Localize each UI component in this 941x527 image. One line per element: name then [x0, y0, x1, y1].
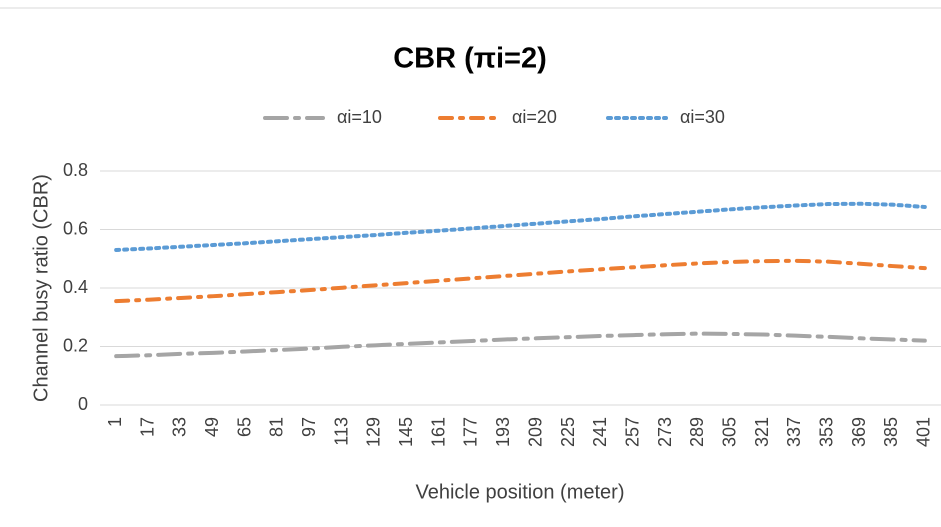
x-tick-label: 81 [267, 417, 287, 437]
y-tick-label: 0.8 [63, 160, 88, 180]
x-tick-label: 385 [881, 417, 901, 447]
x-tick-label: 209 [525, 417, 545, 447]
x-tick-label: 289 [687, 417, 707, 447]
x-tick-label: 257 [622, 417, 642, 447]
x-tick-label: 161 [428, 417, 448, 447]
x-tick-label: 49 [202, 417, 222, 437]
y-axis-title: Channel busy ratio (CBR) [30, 174, 52, 402]
y-tick-label: 0.6 [63, 218, 88, 238]
x-tick-label: 129 [364, 417, 384, 447]
x-tick-label: 273 [655, 417, 675, 447]
x-tick-label: 1 [105, 417, 125, 427]
chart-title: CBR (πi=2) [393, 43, 547, 75]
x-tick-label: 305 [720, 417, 740, 447]
x-tick-label: 369 [849, 417, 869, 447]
x-tick-label: 97 [299, 417, 319, 437]
x-tick-label: 65 [234, 417, 254, 437]
x-tick-label: 145 [396, 417, 416, 447]
x-tick-label: 33 [170, 417, 190, 437]
data-line [114, 331, 927, 359]
x-tick-label: 401 [914, 417, 934, 447]
x-tick-label: 17 [137, 417, 157, 437]
x-tick-label: 241 [590, 417, 610, 447]
x-axis-title: Vehicle position (meter) [416, 481, 625, 503]
legend-label: αi=10 [337, 107, 382, 127]
legend-label: αi=30 [680, 107, 725, 127]
x-tick-label: 177 [461, 417, 481, 447]
data-line [114, 258, 927, 304]
x-tick-label: 225 [558, 417, 578, 447]
y-tick-label: 0.4 [63, 277, 88, 297]
legend-label: αi=20 [512, 107, 557, 127]
x-tick-label: 321 [752, 417, 772, 447]
y-tick-label: 0 [78, 394, 88, 414]
data-line [114, 201, 927, 252]
x-tick-label: 353 [817, 417, 837, 447]
x-tick-label: 337 [784, 417, 804, 447]
x-tick-label: 113 [331, 417, 351, 446]
x-tick-label: 193 [493, 417, 513, 447]
y-tick-label: 0.2 [63, 335, 88, 355]
